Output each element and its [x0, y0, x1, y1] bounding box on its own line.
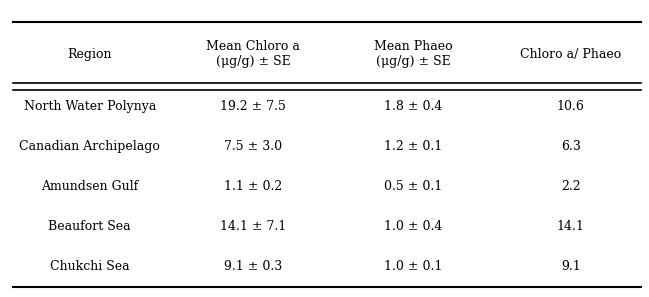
Text: 14.1: 14.1 [557, 220, 585, 233]
Text: Amundsen Gulf: Amundsen Gulf [41, 180, 138, 193]
Text: 1.8 ± 0.4: 1.8 ± 0.4 [384, 100, 443, 113]
Text: 10.6: 10.6 [557, 100, 585, 113]
Text: Mean Phaeo
(μg/g) ± SE: Mean Phaeo (μg/g) ± SE [374, 40, 453, 68]
Text: 0.5 ± 0.1: 0.5 ± 0.1 [384, 180, 443, 193]
Text: 19.2 ± 7.5: 19.2 ± 7.5 [221, 100, 286, 113]
Text: 1.1 ± 0.2: 1.1 ± 0.2 [224, 180, 282, 193]
Text: Canadian Archipelago: Canadian Archipelago [19, 140, 160, 153]
Text: 1.0 ± 0.4: 1.0 ± 0.4 [384, 220, 443, 233]
Text: 1.2 ± 0.1: 1.2 ± 0.1 [384, 140, 443, 153]
Text: Chukchi Sea: Chukchi Sea [50, 260, 130, 273]
Text: Region: Region [67, 48, 112, 61]
Text: 14.1 ± 7.1: 14.1 ± 7.1 [220, 220, 286, 233]
Text: 6.3: 6.3 [561, 140, 581, 153]
Text: Mean Chloro a
(μg/g) ± SE: Mean Chloro a (μg/g) ± SE [206, 40, 300, 68]
Text: 7.5 ± 3.0: 7.5 ± 3.0 [224, 140, 282, 153]
Text: Chloro a/ Phaeo: Chloro a/ Phaeo [520, 48, 621, 61]
Text: Beaufort Sea: Beaufort Sea [49, 220, 131, 233]
Text: 9.1: 9.1 [561, 260, 581, 273]
Text: 2.2: 2.2 [561, 180, 580, 193]
Text: 1.0 ± 0.1: 1.0 ± 0.1 [384, 260, 443, 273]
Text: 9.1 ± 0.3: 9.1 ± 0.3 [224, 260, 282, 273]
Text: North Water Polynya: North Water Polynya [23, 100, 156, 113]
